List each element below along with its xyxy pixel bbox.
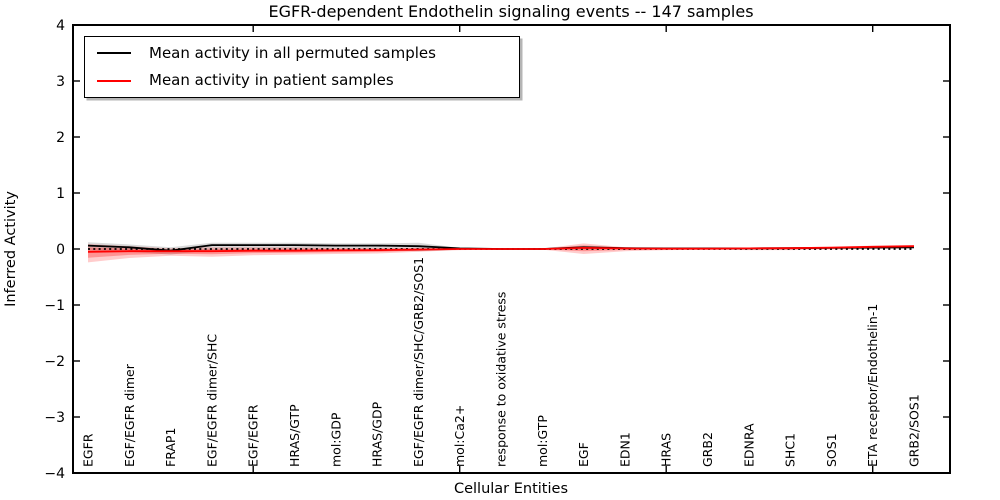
legend-entry-patient: Mean activity in patient samples [97,67,519,94]
y-tick-label: 3 [56,74,65,90]
y-tick-label: −2 [44,354,65,370]
y-axis-label: Inferred Activity [3,191,19,307]
axes-frame [72,24,951,474]
y-tick-label: −3 [44,410,65,426]
tick-labels: −4 −3 −2 −1 0 1 2 3 4 [44,18,65,482]
series-lines [87,244,915,253]
x-entity-labels: EGFR EGF/EGFR dimer FRAP1 EGF/EGFR dimer/SH… [81,257,922,467]
y-tick-label: 2 [56,130,65,146]
x-entity-label: EGF [576,442,591,467]
x-entity-label: mol:GDP [328,412,343,467]
x-entity-label: ETA receptor/Endothelin-1 [865,304,880,467]
y-tick-label: 0 [56,242,65,258]
x-entity-label: EGF/EGFR dimer/SHC/GRB2/SOS1 [411,257,426,467]
permuted-line-swatch [97,52,131,55]
x-axis-label: Cellular Entities [454,481,568,497]
x-entity-label: EDN1 [617,432,632,467]
series-patient-line [87,245,915,253]
chart-title: EGFR-dependent Endothelin signaling even… [268,2,753,21]
x-entity-label: EDNRA [741,423,756,467]
x-entity-label: SHC1 [783,433,798,467]
x-entity-label: mol:GTP [535,415,550,467]
y-tick-label: −1 [44,298,65,314]
x-entity-label: EGF/EGFR dimer [122,363,137,467]
y-tick-label: 4 [56,18,65,34]
x-entity-label: mol:Ca2+ [452,405,467,467]
legend-label-patient: Mean activity in patient samples [149,71,394,90]
x-entity-label: HRAS/GDP [370,401,385,467]
x-entity-label: FRAP1 [163,428,178,467]
legend-box: Mean activity in all permuted samples Me… [84,36,520,98]
x-entity-label: response to oxidative stress [494,292,509,467]
y-tick-label: −4 [44,466,65,482]
x-entity-label: SOS1 [824,433,839,467]
x-entity-label: HRAS/GTP [287,404,302,467]
x-entity-label: EGF/EGFR dimer/SHC [204,334,219,467]
series-patient-band-outer [88,243,914,263]
legend-label-permuted: Mean activity in all permuted samples [149,43,436,62]
patient-line-swatch [97,79,131,82]
x-entity-label: EGFR [81,433,96,467]
x-entity-label: HRAS [659,433,674,467]
x-entity-label: GRB2 [700,432,715,467]
x-entity-label: EGF/EGFR [246,404,261,467]
legend-entry-permuted: Mean activity in all permuted samples [97,40,519,67]
x-entity-label: GRB2/SOS1 [907,394,922,467]
y-tick-label: 1 [56,186,65,202]
